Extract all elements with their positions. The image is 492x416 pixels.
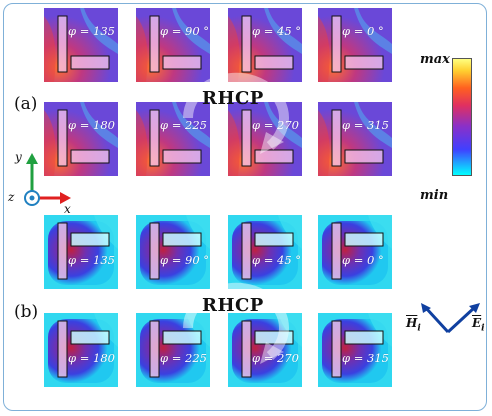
group-a-label: (a) [14, 94, 38, 114]
field-panel: φ = 0 ° [318, 8, 392, 82]
group-b-label: (b) [14, 302, 39, 322]
phi-label: φ = 180 ° [68, 118, 118, 132]
phi-label: φ = 0 ° [342, 24, 384, 38]
axes-icon [24, 153, 71, 206]
phi-label: φ = 90 ° [160, 253, 210, 267]
field-panel: φ = 225 ° [136, 102, 210, 176]
field-panel: φ = 270 ° [228, 313, 302, 387]
field-panel: φ = 0 ° [318, 215, 392, 289]
phi-label: φ = 135 ° [68, 24, 118, 38]
field-panel: φ = 225 ° [136, 313, 210, 387]
phi-label: φ = 225 ° [160, 118, 210, 132]
field-panel: φ = 135 ° [44, 215, 118, 289]
rotation-arrow-b [182, 282, 289, 364]
colorbar-min-label: min [420, 188, 449, 203]
phi-label: φ = 270 ° [252, 118, 302, 132]
colorbar-max-label: max [420, 52, 450, 67]
field-panel: φ = 90 ° [136, 215, 210, 289]
axis-z-label: z [8, 190, 15, 204]
colorbar [452, 58, 472, 176]
phi-label: φ = 45 ° [252, 253, 302, 267]
vector-e-label: Ei [472, 316, 485, 334]
field-panel: φ = 180 ° [44, 313, 118, 387]
field-panel: φ = 135 ° [44, 8, 118, 82]
phi-label: φ = 315 ° [342, 351, 392, 365]
vector-h-label: Hi [406, 316, 421, 334]
rotation-label-b: RHCP [202, 295, 264, 316]
phi-label: φ = 315 ° [342, 118, 392, 132]
incident-field-vectors-icon [421, 303, 480, 334]
phi-label: φ = 180 ° [68, 351, 118, 365]
phi-label: φ = 270 ° [252, 351, 302, 365]
field-panel: φ = 45 ° [228, 8, 302, 82]
field-panel: φ = 180 ° [44, 102, 118, 176]
axis-x-label: x [64, 202, 71, 216]
rotation-label-a: RHCP [202, 88, 264, 109]
phi-label: φ = 45 ° [252, 24, 302, 38]
field-panel: φ = 270 ° [228, 102, 302, 176]
field-panel: φ = 315 ° [318, 102, 392, 176]
field-panel: φ = 45 ° [228, 215, 302, 289]
phi-label: φ = 0 ° [342, 253, 384, 267]
phi-label: φ = 135 ° [68, 253, 118, 267]
field-panel: φ = 315 ° [318, 313, 392, 387]
rotation-arrow-a [182, 72, 289, 154]
phi-label: φ = 90 ° [160, 24, 210, 38]
phi-label: φ = 225 ° [160, 351, 210, 365]
axis-y-label: y [15, 150, 22, 164]
figure-frame [3, 3, 487, 411]
field-panel: φ = 90 ° [136, 8, 210, 82]
